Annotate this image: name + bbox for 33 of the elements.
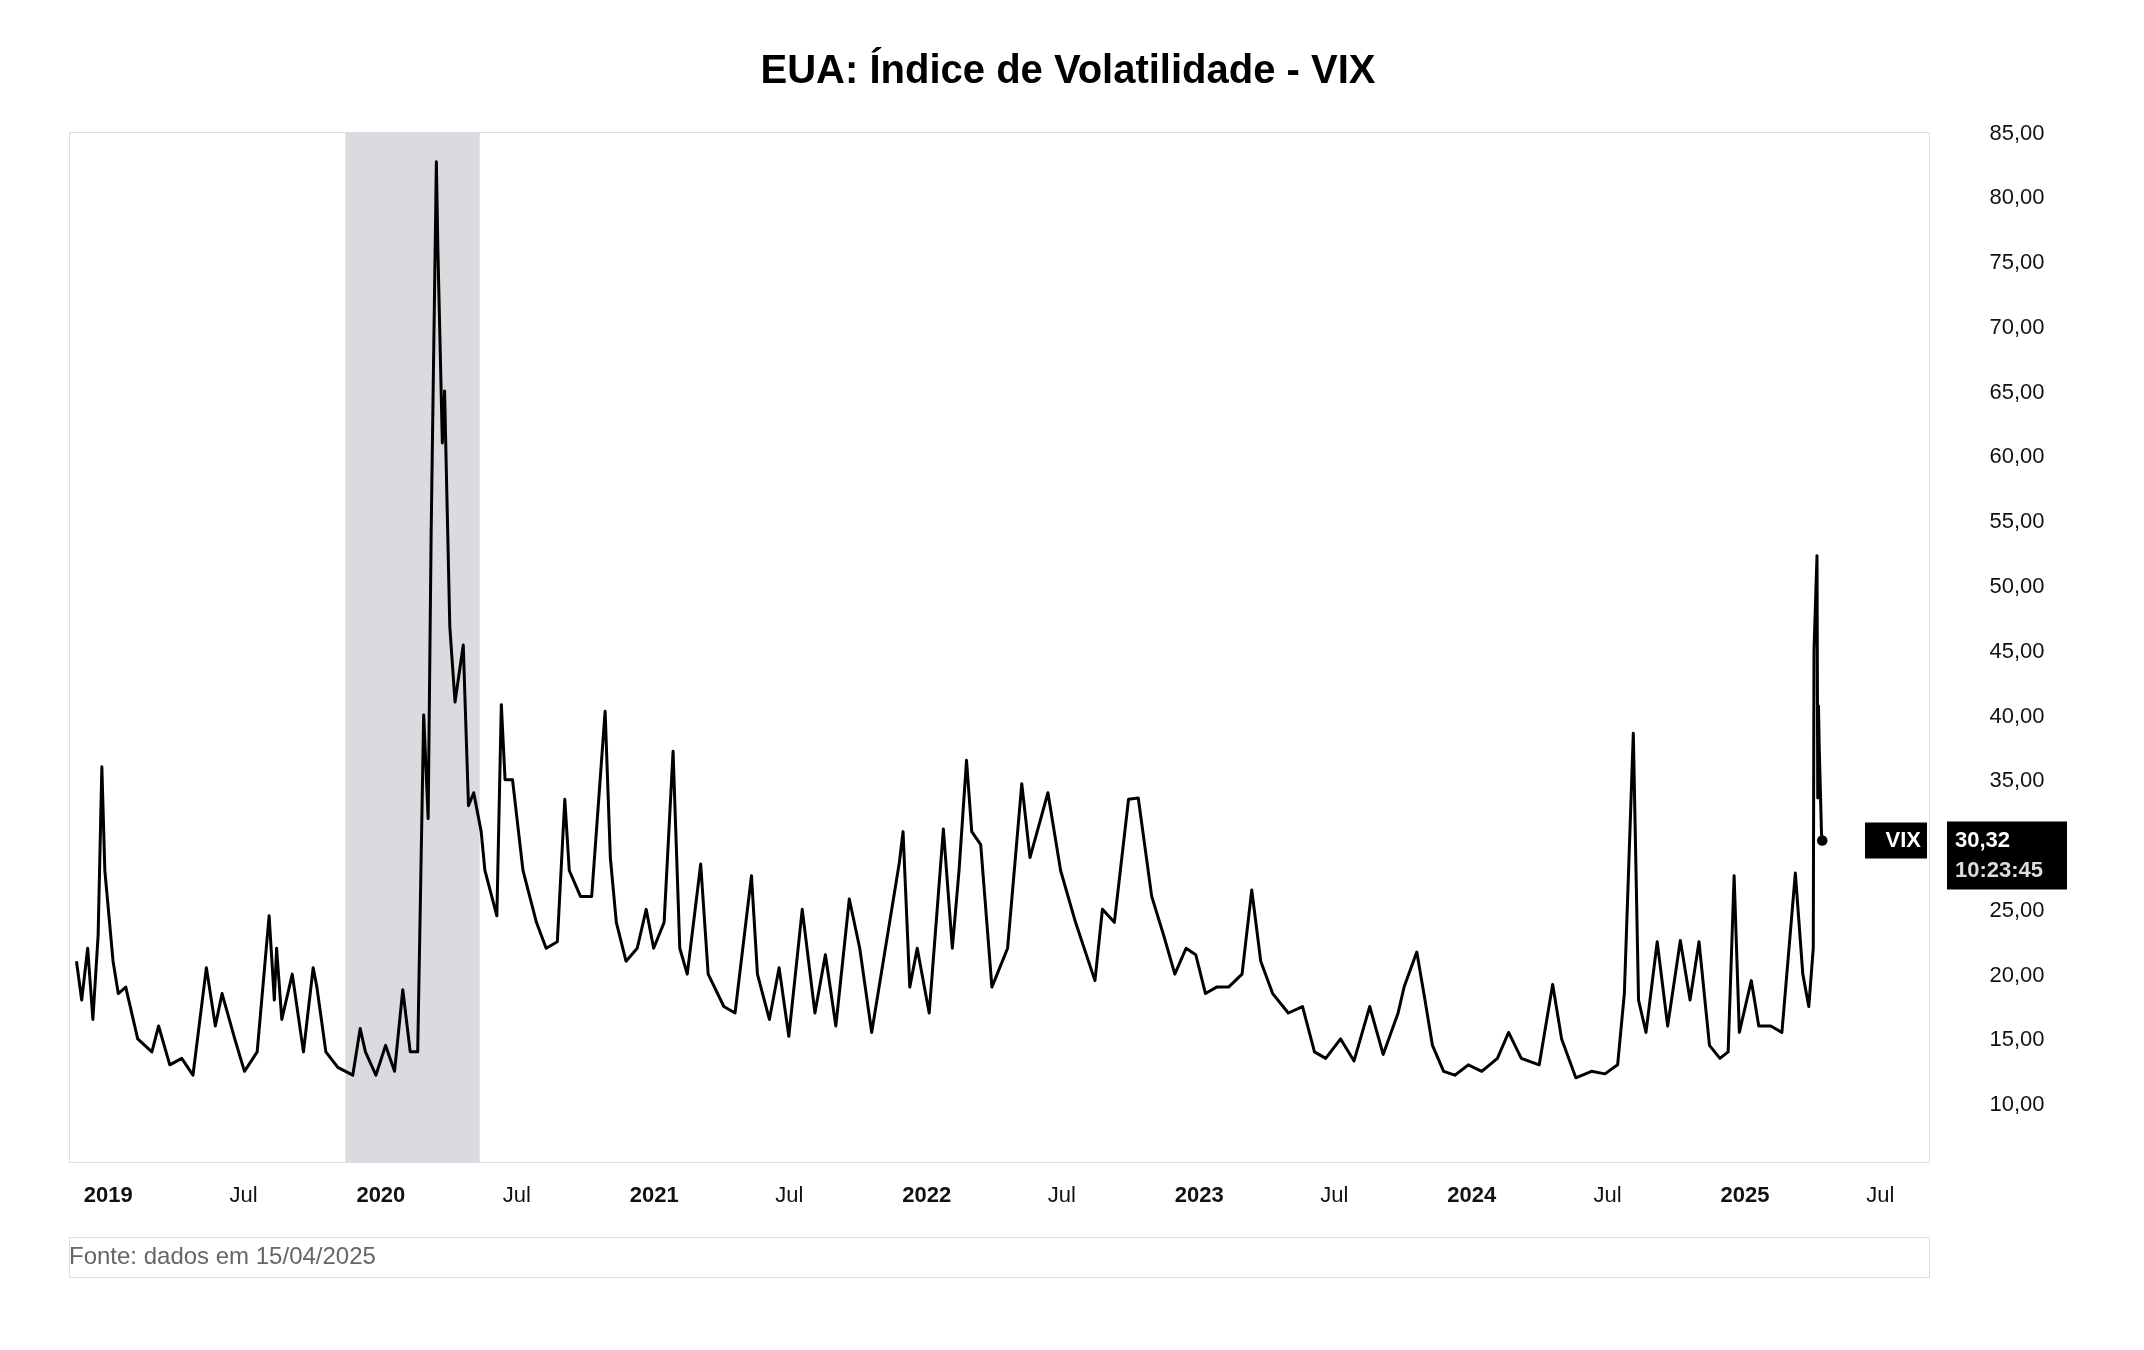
y-tick-label: 85,00 bbox=[1989, 119, 2045, 145]
y-tick-label: 55,00 bbox=[1989, 508, 2045, 534]
y-tick-label: 15,00 bbox=[1989, 1026, 2045, 1052]
chart-title: EUA: Índice de Volatilidade - VIX bbox=[760, 46, 1376, 91]
y-tick-label: 70,00 bbox=[1989, 313, 2045, 339]
y-tick-label: 35,00 bbox=[1989, 767, 2045, 793]
y-tick-label: 65,00 bbox=[1989, 378, 2045, 404]
y-tick-label: 10,00 bbox=[1989, 1091, 2045, 1117]
y-tick-label: 80,00 bbox=[1989, 184, 2045, 210]
x-tick-label: 2019 bbox=[83, 1181, 133, 1207]
x-tick-label: Jul bbox=[229, 1181, 258, 1207]
x-tick-label: 2022 bbox=[902, 1181, 952, 1207]
x-tick-label: 2023 bbox=[1174, 1181, 1224, 1207]
x-tick-label: 2021 bbox=[629, 1181, 679, 1207]
text: VIX bbox=[1885, 827, 1922, 853]
source-note: Fonte: dados em 15/04/2025 bbox=[69, 1242, 376, 1269]
y-tick-label: 50,00 bbox=[1989, 572, 2045, 598]
x-tick-label: Jul bbox=[775, 1181, 804, 1207]
y-tick-label: 40,00 bbox=[1989, 702, 2045, 728]
y-tick-label: 25,00 bbox=[1989, 896, 2045, 922]
y-tick-label: 75,00 bbox=[1989, 249, 2045, 275]
text: 30,32 10:23:45 bbox=[1955, 827, 2044, 883]
y-tick-label: 45,00 bbox=[1989, 637, 2045, 663]
x-tick-label: Jul bbox=[1047, 1181, 1076, 1207]
y-tick-label: 20,00 bbox=[1989, 961, 2045, 987]
x-tick-label: 2025 bbox=[1720, 1181, 1770, 1207]
y-tick-label: 60,00 bbox=[1989, 443, 2045, 469]
x-tick-label: Jul bbox=[1320, 1181, 1349, 1207]
x-tick-label: 2020 bbox=[356, 1181, 406, 1207]
x-tick-label: 2024 bbox=[1447, 1181, 1498, 1207]
x-tick-label: Jul bbox=[1593, 1181, 1622, 1207]
x-tick-label: Jul bbox=[502, 1181, 531, 1207]
x-tick-label: Jul bbox=[1866, 1181, 1895, 1207]
